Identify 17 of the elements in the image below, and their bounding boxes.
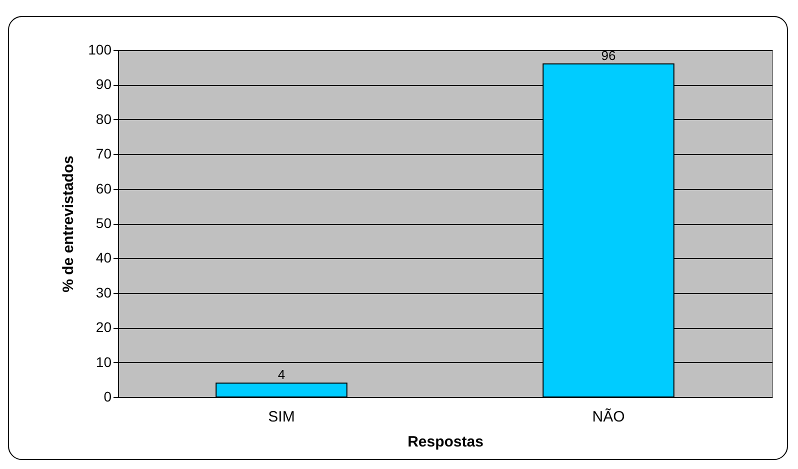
y-axis-title: % de entrevistados [60,156,78,292]
y-tick-label: 70 [96,146,112,162]
y-tick-label: 20 [96,319,112,336]
y-tick-label: 50 [96,215,112,231]
y-tick-label: 90 [96,76,112,92]
y-tick-label: 10 [96,354,112,370]
y-tick-label: 100 [88,42,112,58]
y-tick-label: 0 [104,388,112,404]
y-tick-label: 40 [96,250,112,266]
data-label: 96 [601,48,616,63]
x-axis-title: Respostas [408,434,484,450]
data-label: 4 [278,367,286,382]
x-tick-label: SIM [268,408,295,426]
x-tick-label: NÃO [592,408,625,426]
y-tick-label: 60 [96,180,112,196]
y-tick-label: 30 [96,284,112,300]
y-tick-label: 80 [96,110,112,127]
